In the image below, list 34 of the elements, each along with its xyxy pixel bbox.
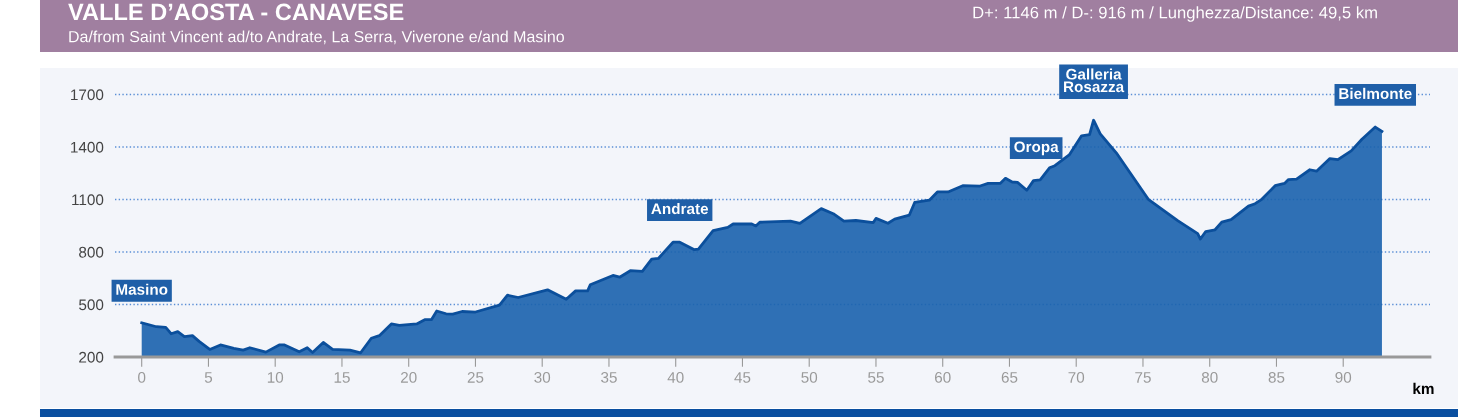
x-tick-label: 65: [1001, 371, 1018, 383]
annotation: Galleria Rosazza: [1064, 68, 1125, 93]
annotation: Andrate: [651, 202, 709, 215]
x-tick-label: 75: [1135, 372, 1151, 383]
y-tick-label: 1700: [71, 89, 104, 101]
y-tick-label: 800: [79, 246, 104, 258]
x-tick-label: 20: [400, 371, 417, 383]
annotation: Oropa: [1014, 141, 1059, 156]
annotation: Bielmonte: [1339, 87, 1412, 100]
x-tick-label: 0: [138, 371, 146, 383]
x-tick-label: 85: [1268, 371, 1285, 383]
chart-title: VALLE D’AOSTA - CANAVESE: [68, 3, 404, 21]
x-tick-label: 30: [534, 371, 551, 383]
x-tick-label: 40: [667, 371, 684, 383]
x-axis-title: km: [1413, 382, 1434, 394]
x-tick-label: 25: [467, 371, 484, 383]
chart-subtitle: Da/from Saint Vincent ad/to Andrate, La Serra, Viverone e/and Masino: [69, 30, 564, 45]
x-tick-label: 70: [1068, 371, 1085, 383]
y-tick-label: 500: [79, 299, 104, 311]
x-tick-label: 90: [1335, 371, 1352, 383]
x-tick-label: 35: [601, 371, 617, 383]
x-tick-label: 80: [1201, 371, 1218, 383]
x-tick-label: 15: [334, 372, 350, 383]
x-tick-label: 10: [267, 371, 284, 383]
text: D+: 1146 m / D-: 916 m / Lunghezza/Distance: 49,5 km: [973, 6, 1377, 22]
x-tick-label: 55: [868, 372, 884, 383]
y-tick-label: 200: [79, 351, 104, 363]
x-tick-label: 60: [935, 371, 951, 383]
y-tick-label: 1100: [72, 194, 104, 206]
x-tick-label: 5: [204, 372, 213, 383]
annotation: Masino: [116, 283, 168, 295]
x-tick-label: 50: [801, 371, 818, 383]
y-tick-label: 1400: [71, 141, 104, 153]
x-tick-label: 45: [734, 372, 751, 383]
